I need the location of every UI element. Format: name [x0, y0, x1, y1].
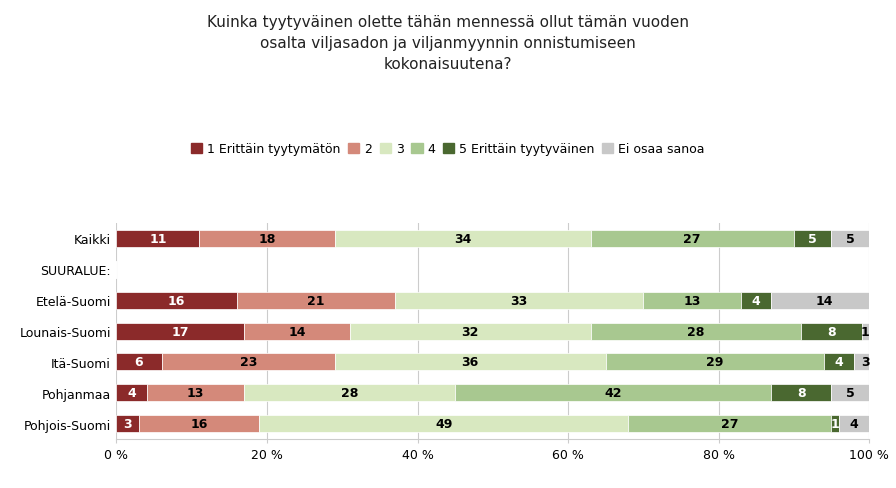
Bar — [628, 415, 831, 432]
Text: 13: 13 — [187, 386, 204, 400]
Bar — [831, 385, 869, 402]
Text: 17: 17 — [172, 325, 189, 338]
Bar — [335, 354, 606, 371]
Text: 3: 3 — [124, 417, 132, 430]
Text: Kuinka tyytyväinen olette tähän mennessä ollut tämän vuoden
osalta viljasadon ja: Kuinka tyytyväinen olette tähän mennessä… — [207, 15, 689, 72]
Legend: 1 Erittäin tyytymätön, 2, 3, 4, 5 Erittäin tyytyväinen, Ei osaa sanoa: 1 Erittäin tyytymätön, 2, 3, 4, 5 Erittä… — [191, 143, 705, 156]
Bar — [199, 230, 335, 247]
Bar — [260, 415, 628, 432]
Text: 18: 18 — [258, 232, 276, 245]
Bar — [854, 354, 876, 371]
Text: 33: 33 — [511, 294, 528, 307]
Text: 8: 8 — [797, 386, 806, 400]
Bar — [643, 292, 741, 309]
Text: 16: 16 — [168, 294, 185, 307]
Bar — [801, 323, 862, 340]
Text: 1: 1 — [831, 417, 840, 430]
Text: 42: 42 — [605, 386, 622, 400]
Text: 4: 4 — [752, 294, 761, 307]
Bar — [237, 292, 395, 309]
Bar — [771, 385, 831, 402]
Bar — [245, 323, 349, 340]
Bar — [839, 415, 869, 432]
Text: 5: 5 — [808, 232, 817, 245]
Text: 13: 13 — [684, 294, 701, 307]
Bar — [116, 292, 237, 309]
Bar — [824, 354, 854, 371]
Text: 3: 3 — [861, 356, 870, 368]
Text: 16: 16 — [191, 417, 208, 430]
Bar — [831, 230, 869, 247]
Text: 49: 49 — [435, 417, 452, 430]
Text: 5: 5 — [846, 232, 855, 245]
Text: 4: 4 — [835, 356, 843, 368]
Text: 8: 8 — [827, 325, 836, 338]
Text: 14: 14 — [289, 325, 306, 338]
Text: 1: 1 — [861, 325, 870, 338]
Bar — [590, 323, 801, 340]
Text: 29: 29 — [706, 356, 723, 368]
Text: 27: 27 — [721, 417, 738, 430]
Bar — [395, 292, 643, 309]
Bar — [245, 385, 455, 402]
Bar — [862, 323, 869, 340]
Bar — [771, 292, 876, 309]
Bar — [831, 415, 839, 432]
Bar — [116, 354, 161, 371]
Text: 36: 36 — [461, 356, 478, 368]
Bar — [455, 385, 771, 402]
Text: 11: 11 — [149, 232, 167, 245]
Bar — [161, 354, 335, 371]
Bar — [335, 230, 590, 247]
Text: 32: 32 — [461, 325, 478, 338]
Bar — [606, 354, 824, 371]
Bar — [147, 385, 245, 402]
Text: 34: 34 — [454, 232, 471, 245]
Text: 21: 21 — [307, 294, 324, 307]
Bar — [741, 292, 771, 309]
Bar — [116, 230, 199, 247]
Bar — [139, 415, 260, 432]
Bar — [794, 230, 831, 247]
Bar — [116, 415, 139, 432]
Bar — [116, 323, 245, 340]
Bar — [116, 385, 147, 402]
Text: 23: 23 — [239, 356, 257, 368]
Text: 6: 6 — [134, 356, 143, 368]
Text: 28: 28 — [341, 386, 358, 400]
Text: 4: 4 — [849, 417, 858, 430]
Text: 14: 14 — [815, 294, 832, 307]
Text: 4: 4 — [127, 386, 136, 400]
Bar — [349, 323, 590, 340]
Bar — [590, 230, 794, 247]
Text: 27: 27 — [684, 232, 701, 245]
Text: 28: 28 — [687, 325, 704, 338]
Text: 5: 5 — [846, 386, 855, 400]
